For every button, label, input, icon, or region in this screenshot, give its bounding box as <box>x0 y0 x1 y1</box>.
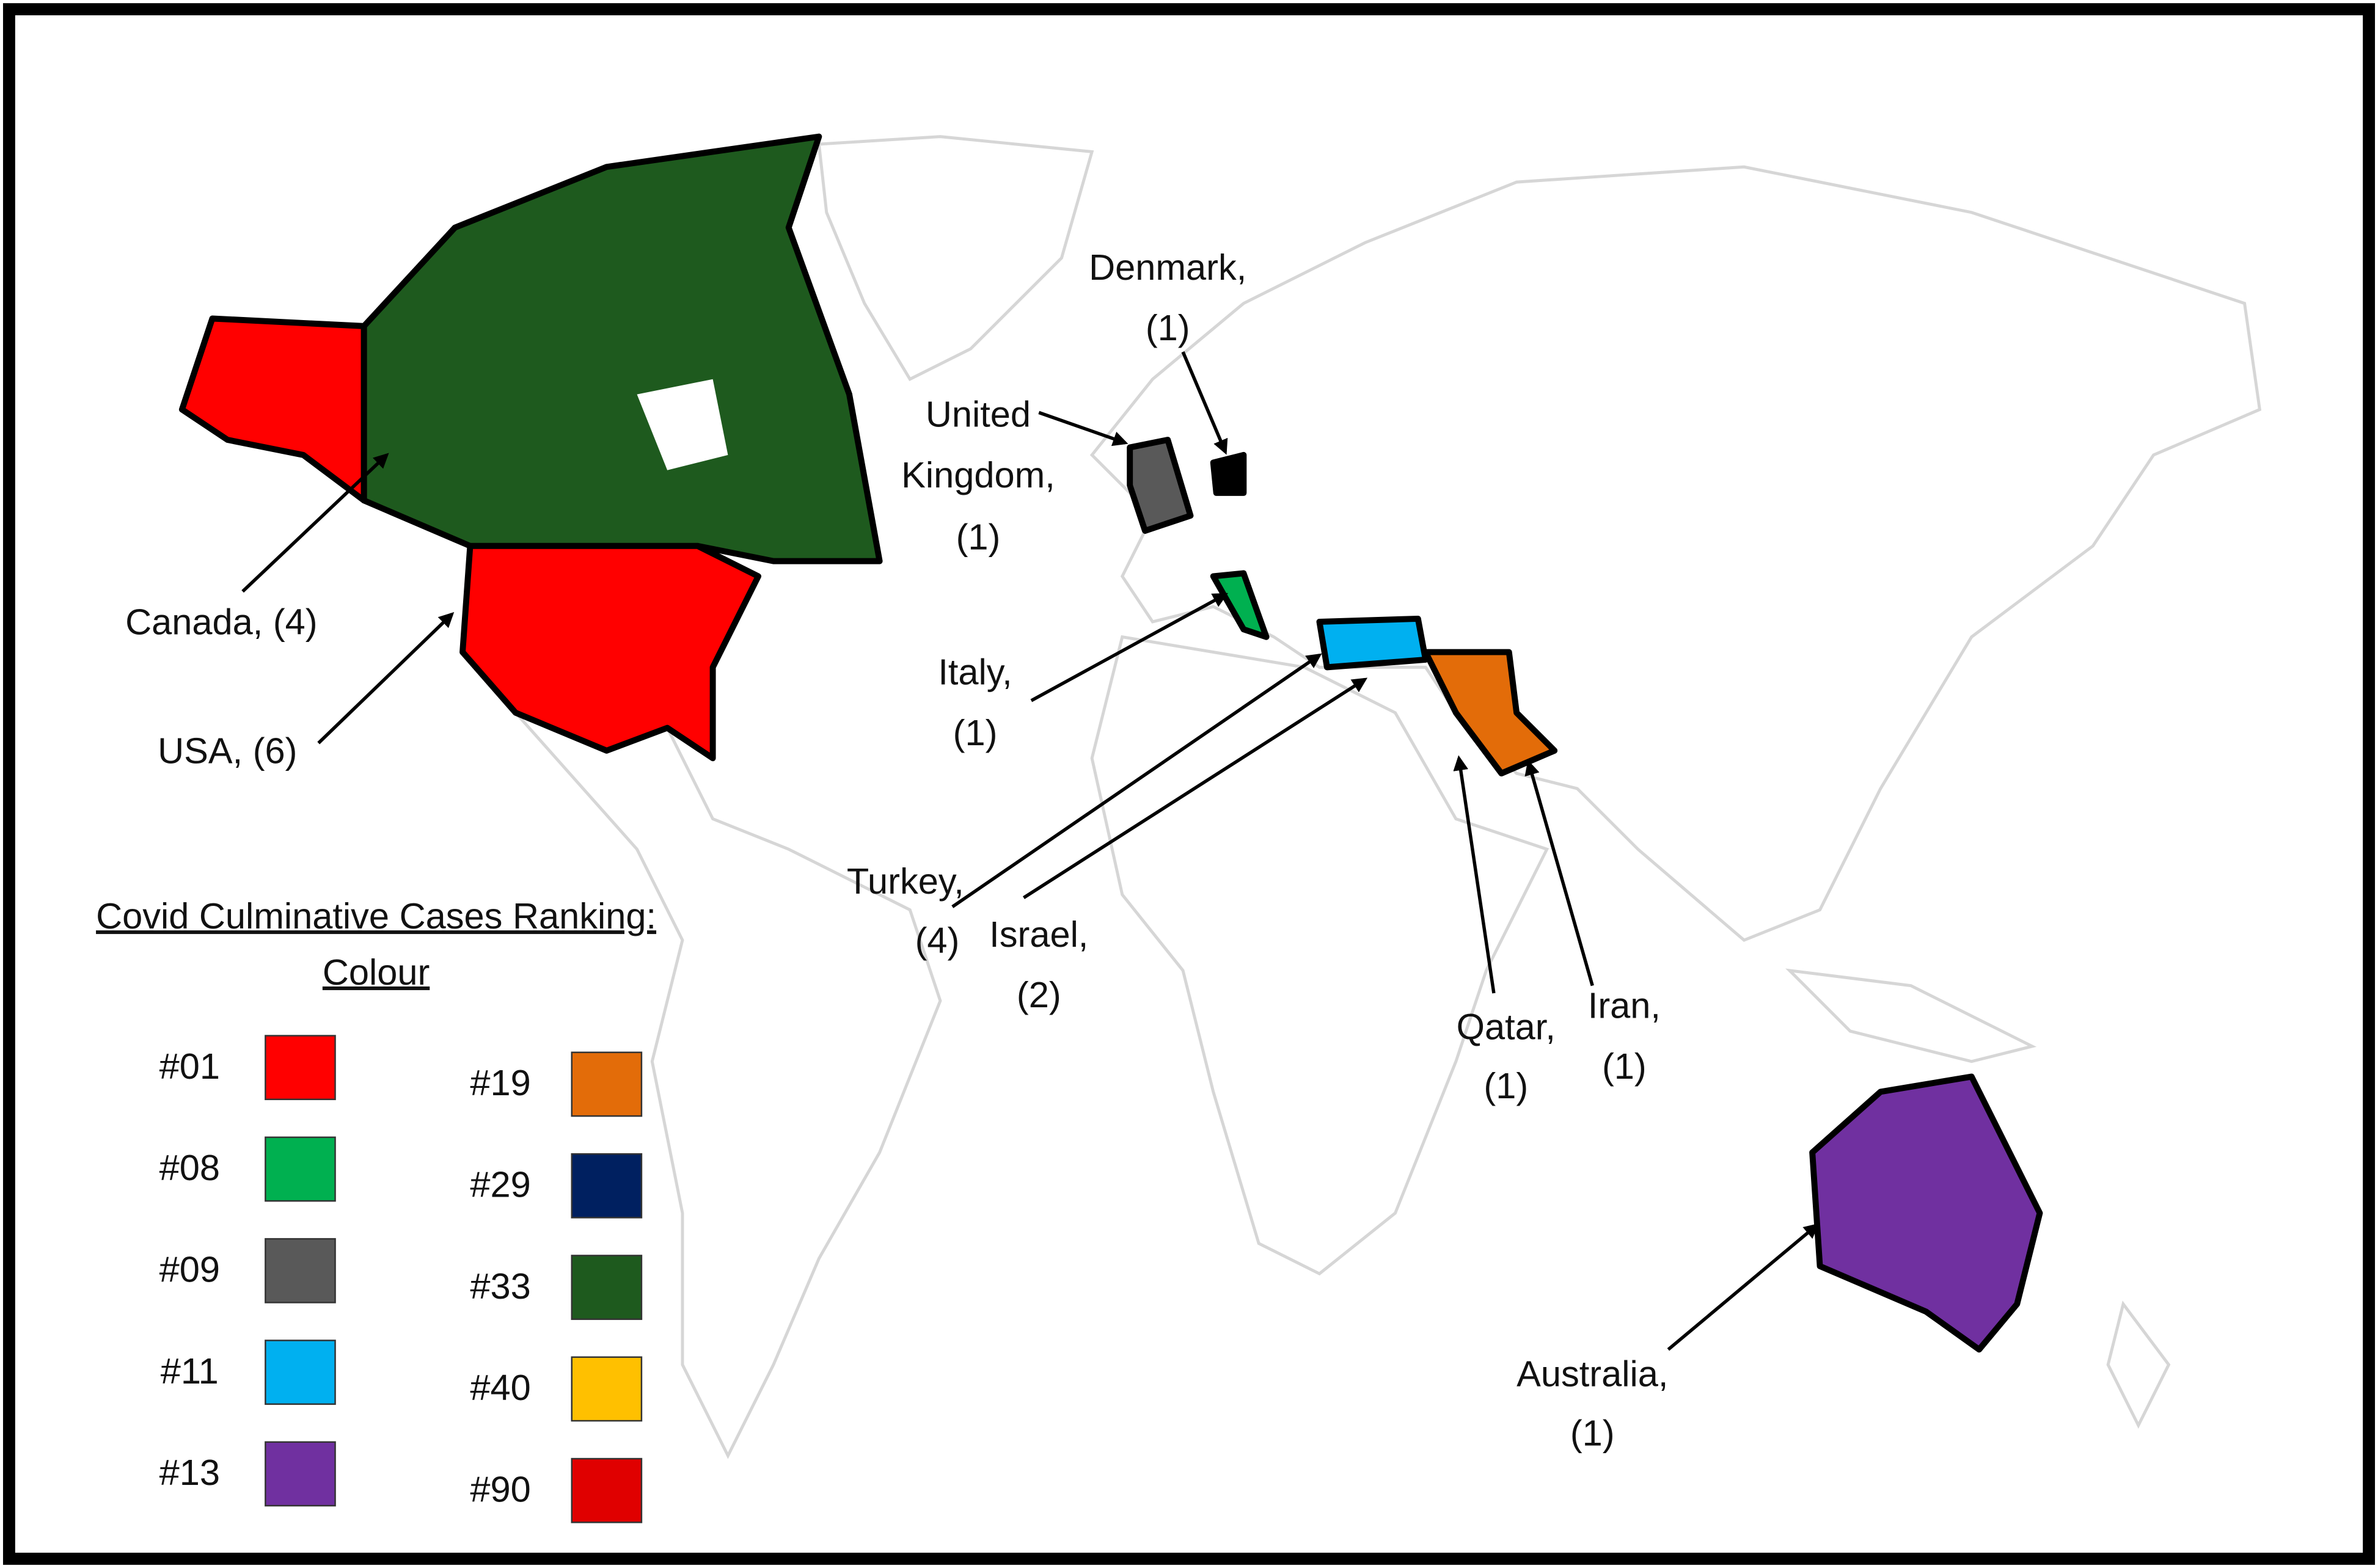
legend-label: #33 <box>470 1266 530 1307</box>
legend-label: #11 <box>161 1351 219 1391</box>
annotation-text: Italy, <box>938 652 1012 693</box>
legend-label: #90 <box>470 1468 530 1509</box>
annotation-arrow <box>1038 410 1129 447</box>
annotation-arrow <box>1181 351 1228 455</box>
annotation-arrow <box>317 612 455 745</box>
annotation-text: (1) <box>1570 1413 1615 1454</box>
annotation-text: Qatar, <box>1457 1006 1556 1047</box>
italy <box>1210 570 1270 640</box>
annotation-text: Australia, <box>1516 1354 1668 1395</box>
usa <box>459 542 762 762</box>
legend-label: #08 <box>159 1147 220 1188</box>
legend-label: #19 <box>470 1062 530 1103</box>
annotation-text: Denmark, <box>1089 247 1246 288</box>
annotation-arrow <box>1030 593 1228 702</box>
legend-swatch <box>571 1051 643 1117</box>
annotation-text: (2) <box>1017 974 1061 1015</box>
legend-swatch <box>265 1238 336 1304</box>
base-map <box>514 135 2262 1459</box>
arrows <box>241 351 1820 1351</box>
legend-swatch <box>571 1255 643 1320</box>
legend-swatch <box>571 1457 643 1523</box>
legend-swatch <box>265 1441 336 1507</box>
annotation-text: Kingdom, <box>901 454 1055 495</box>
annotation-arrow <box>1453 755 1496 994</box>
annotation-arrow <box>1667 1223 1820 1351</box>
turkey <box>1316 615 1429 671</box>
annotation-text: (1) <box>1484 1065 1528 1106</box>
annotation-text: Israel, <box>989 914 1088 955</box>
legend: Covid Culminative Cases Ranking: Colour … <box>96 895 656 1523</box>
annotation-arrow <box>951 653 1322 908</box>
annotation-arrow <box>1022 677 1368 899</box>
uk <box>1127 437 1194 534</box>
legend-label: #13 <box>159 1452 220 1493</box>
annotation-arrow <box>1524 759 1594 986</box>
legend-subtitle: Colour <box>323 952 430 993</box>
annotation-text: (4) <box>915 920 960 961</box>
annotation-text: (1) <box>956 517 1001 558</box>
legend-label: #29 <box>470 1164 530 1205</box>
annotation-text: (1) <box>1602 1046 1647 1087</box>
legend-swatch <box>265 1340 336 1405</box>
legend-swatch <box>571 1153 643 1219</box>
annotation-text: (1) <box>953 712 998 753</box>
legend-swatch <box>265 1035 336 1101</box>
annotation-text: Iran, <box>1588 985 1661 1026</box>
legend-label: #01 <box>159 1046 220 1087</box>
annotation-text: USA, (6) <box>158 731 297 771</box>
legend-swatch <box>571 1356 643 1422</box>
annotation-text: (1) <box>1146 307 1190 348</box>
australia <box>1809 1073 2043 1353</box>
highlighted-countries <box>178 133 2043 1353</box>
annotation-text: Turkey, <box>847 861 964 902</box>
iran <box>1422 649 1558 777</box>
denmark <box>1210 451 1247 496</box>
labels: Denmark, (1) United Kingdom, (1) Canada, (4) U… <box>125 247 1668 1454</box>
legend-label: #09 <box>159 1249 220 1289</box>
legend-label: #40 <box>470 1367 530 1408</box>
annotation-text: Canada, (4) <box>125 602 318 643</box>
annotation-arrow <box>241 453 389 593</box>
legend-title: Covid Culminative Cases Ranking: <box>96 895 656 936</box>
legend-swatch <box>265 1136 336 1202</box>
canada <box>360 133 883 564</box>
annotation-text: United <box>926 394 1031 435</box>
